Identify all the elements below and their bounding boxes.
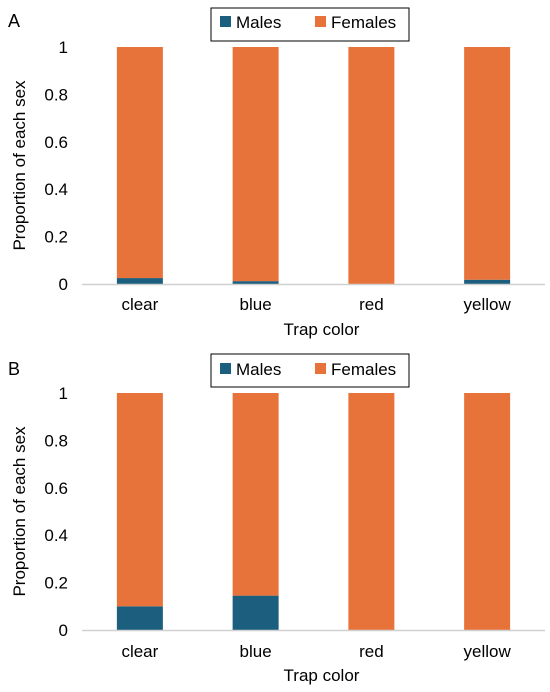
bar-males-clear: [116, 606, 163, 630]
legend-box: [210, 353, 410, 388]
bar-females-blue: [232, 47, 279, 282]
legend-swatch-females: [315, 16, 326, 27]
legend-swatch-females: [315, 363, 326, 374]
x-tick-label: red: [359, 295, 384, 314]
bar-females-yellow: [464, 47, 511, 280]
bar-females-red: [348, 393, 395, 630]
legend-swatch-males: [220, 16, 231, 27]
x-tick-label: red: [359, 642, 384, 661]
y-tick-label: 0.6: [44, 479, 68, 498]
bar-males-blue: [232, 595, 279, 630]
y-tick-label: 0.6: [44, 133, 68, 152]
bar-females-yellow: [464, 393, 511, 630]
bar-males-yellow: [464, 279, 511, 284]
bar-males-blue: [232, 281, 279, 284]
bar-females-red: [348, 47, 395, 284]
x-axis-label: Trap color: [284, 320, 360, 339]
legend-box: [210, 7, 410, 42]
y-tick-label: 0.2: [44, 228, 68, 247]
x-axis-label: Trap color: [284, 666, 360, 685]
bar-males-clear: [116, 278, 163, 284]
x-tick-label: blue: [240, 642, 272, 661]
x-tick-label: clear: [121, 295, 158, 314]
legend-label-females: Females: [331, 360, 396, 379]
bar-females-blue: [232, 393, 279, 596]
y-axis-label: Proportion of each sex: [10, 80, 29, 251]
bar-females-clear: [116, 47, 163, 279]
y-tick-label: 0: [59, 275, 68, 294]
legend: Males Females: [210, 353, 410, 388]
legend-label-males: Males: [236, 13, 281, 32]
x-tick-label: blue: [240, 295, 272, 314]
y-tick-label: 0: [59, 621, 68, 640]
chart-panel-b: B 0 0.2 0.4 0.6 0.8 1 Proportion of each sex cle…: [8, 353, 545, 685]
bar-females-clear: [116, 393, 163, 607]
y-tick-label: 0.4: [44, 526, 68, 545]
y-tick-label: 0.4: [44, 180, 68, 199]
x-tick-label: clear: [121, 642, 158, 661]
legend: Males Females: [210, 7, 410, 42]
legend-swatch-males: [220, 363, 231, 374]
panel-label: B: [8, 359, 20, 379]
y-tick-label: 1: [59, 38, 68, 57]
y-tick-label: 0.2: [44, 574, 68, 593]
panel-label: A: [8, 11, 20, 31]
y-axis-label: Proportion of each sex: [10, 426, 29, 597]
legend-label-males: Males: [236, 360, 281, 379]
chart-panel-a: A 0 0.2 0.4 0.6 0.8 1 Proportion of each sex cle…: [8, 7, 545, 339]
x-tick-label: yellow: [464, 295, 512, 314]
x-tick-label: yellow: [464, 642, 512, 661]
y-tick-label: 0.8: [44, 431, 68, 450]
y-tick-label: 1: [59, 384, 68, 403]
y-tick-label: 0.8: [44, 85, 68, 104]
legend-label-females: Females: [331, 13, 396, 32]
